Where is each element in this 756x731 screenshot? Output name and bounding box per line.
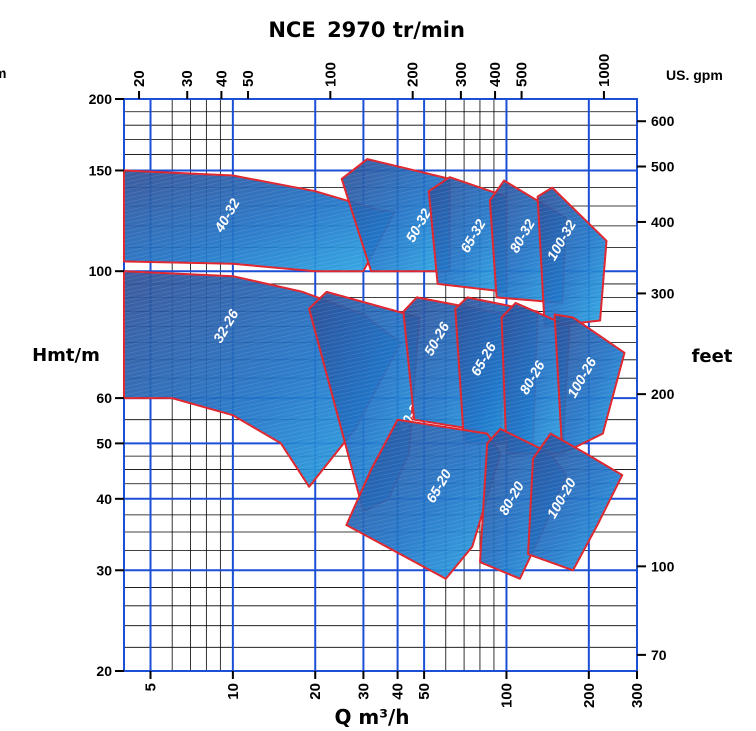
zone-hatch-65-32 (428, 177, 507, 292)
right-tick-label: 100 (651, 558, 675, 574)
y-tick-label: 60 (96, 390, 112, 406)
zone-hatch-40-32 (124, 170, 395, 272)
x-tick-label: 50 (416, 683, 433, 700)
x-tick-label: 10 (225, 683, 242, 700)
y-tick-label: 100 (89, 263, 113, 279)
x-tick-label: 5 (143, 683, 160, 691)
zone-50-32: 50-32 (340, 158, 451, 273)
right-tick-label: 300 (651, 285, 675, 301)
top-tick-label: 50 (240, 70, 257, 87)
y-tick-label: 200 (89, 91, 113, 107)
right-tick-label: 600 (651, 113, 675, 129)
chart-title-model: NCE (268, 18, 315, 42)
y-tick-label: 50 (96, 435, 112, 451)
y-tick-label: 150 (89, 162, 113, 178)
left-edge-unit: m (0, 65, 6, 81)
zone-hatch-80-26 (501, 302, 570, 454)
zone-hatch-100-26 (554, 314, 625, 454)
x-tick-label: 40 (390, 683, 407, 700)
zone-65-32: 65-32 (427, 176, 508, 293)
right-tick-label: 500 (651, 159, 675, 175)
zone-100-32: 100-32 (536, 186, 608, 328)
top-tick-label: 400 (487, 62, 504, 87)
top-tick-label: 30 (179, 70, 196, 87)
top-tick-label: 100 (322, 62, 339, 87)
x-axis-label: Q m³/h (334, 705, 409, 729)
x-tick-label: 20 (307, 683, 324, 700)
axis-ticks-layer: 20 30 40 50 60 100 150 200 70 100 200 300 400 500 600 5… (89, 54, 675, 708)
y-tick-label: 30 (96, 562, 112, 578)
x-tick-label: 30 (355, 683, 372, 700)
zone-40-32: 40-32 (123, 169, 396, 273)
y-axis-label-right: feet (692, 346, 733, 367)
right-tick-label: 400 (651, 214, 675, 230)
y-tick-label: 40 (96, 491, 112, 507)
top-axis-unit: US. gpm (666, 67, 723, 83)
zone-hatch-50-32 (341, 159, 450, 272)
y-axis-label-left: Hmt/m (32, 345, 100, 366)
x-tick-label: 100 (498, 683, 515, 708)
top-tick-label: 1000 (596, 54, 613, 87)
zone-hatch-100-32 (537, 187, 607, 327)
zone-65-20: 65-20 (345, 418, 502, 580)
top-tick-label: 500 (514, 62, 531, 87)
x-tick-label: 200 (581, 683, 598, 708)
top-tick-label: 200 (405, 62, 422, 87)
zone-80-26: 80-26 (500, 301, 571, 455)
top-tick-label: 40 (213, 70, 230, 87)
y-tick-label: 20 (96, 663, 112, 679)
top-tick-label: 20 (131, 70, 148, 87)
zone-100-26: 100-26 (553, 313, 626, 455)
zone-100-20: 100-20 (527, 432, 624, 572)
top-tick-label: 300 (453, 62, 470, 87)
right-tick-label: 70 (651, 647, 667, 663)
zone-hatch-100-20 (528, 433, 623, 571)
right-tick-label: 200 (651, 386, 675, 402)
x-tick-label: 300 (629, 683, 646, 708)
chart-title-speed: 2970 tr/min (327, 18, 465, 42)
zone-hatch-65-20 (346, 419, 501, 579)
